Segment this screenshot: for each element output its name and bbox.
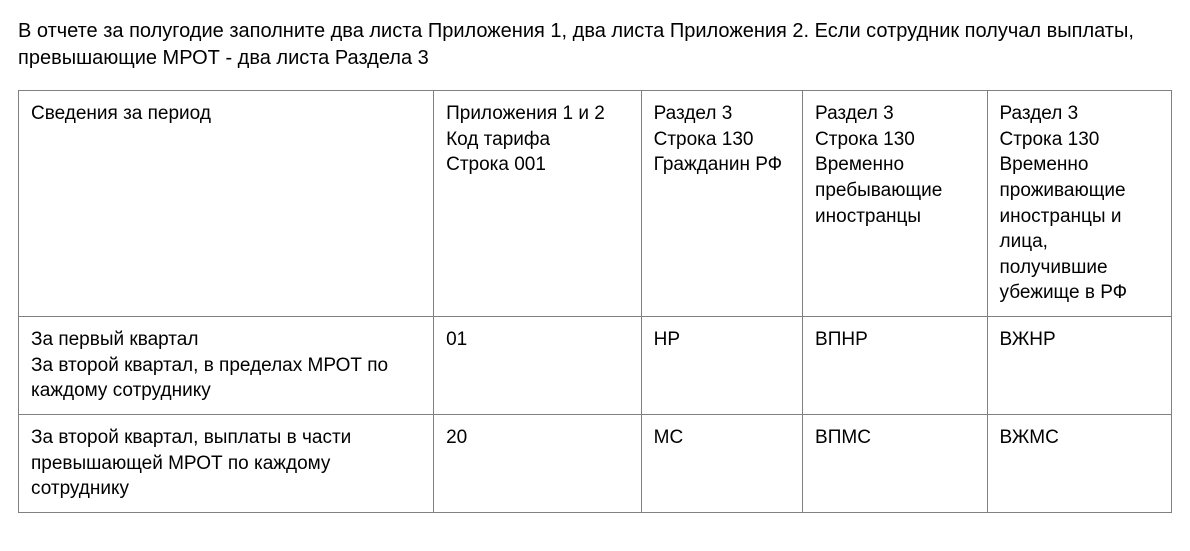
- cell-code: 01: [434, 317, 642, 415]
- description-text: В отчете за полугодие заполните два лист…: [18, 18, 1172, 72]
- header-cell-temp-reside: Раздел 3Строка 130Временно проживающие и…: [987, 91, 1172, 317]
- cell-code: 20: [434, 415, 642, 513]
- header-cell-temp-stay: Раздел 3Строка 130Временно пребывающие и…: [803, 91, 987, 317]
- header-cell-period: Сведения за период: [19, 91, 434, 317]
- cell-period: За первый кварталЗа второй квартал, в пр…: [19, 317, 434, 415]
- cell-citizen: МС: [641, 415, 802, 513]
- cell-temp-stay: ВПНР: [803, 317, 987, 415]
- table-header-row: Сведения за период Приложения 1 и 2Код т…: [19, 91, 1172, 317]
- header-cell-appendix: Приложения 1 и 2Код тарифаСтрока 001: [434, 91, 642, 317]
- cell-temp-stay: ВПМС: [803, 415, 987, 513]
- cell-temp-reside: ВЖМС: [987, 415, 1172, 513]
- table-row: За второй квартал, выплаты в части превы…: [19, 415, 1172, 513]
- table-row: За первый кварталЗа второй квартал, в пр…: [19, 317, 1172, 415]
- data-table: Сведения за период Приложения 1 и 2Код т…: [18, 90, 1172, 513]
- cell-temp-reside: ВЖНР: [987, 317, 1172, 415]
- cell-citizen: НР: [641, 317, 802, 415]
- header-cell-citizen-rf: Раздел 3Строка 130Гражданин РФ: [641, 91, 802, 317]
- cell-period: За второй квартал, выплаты в части превы…: [19, 415, 434, 513]
